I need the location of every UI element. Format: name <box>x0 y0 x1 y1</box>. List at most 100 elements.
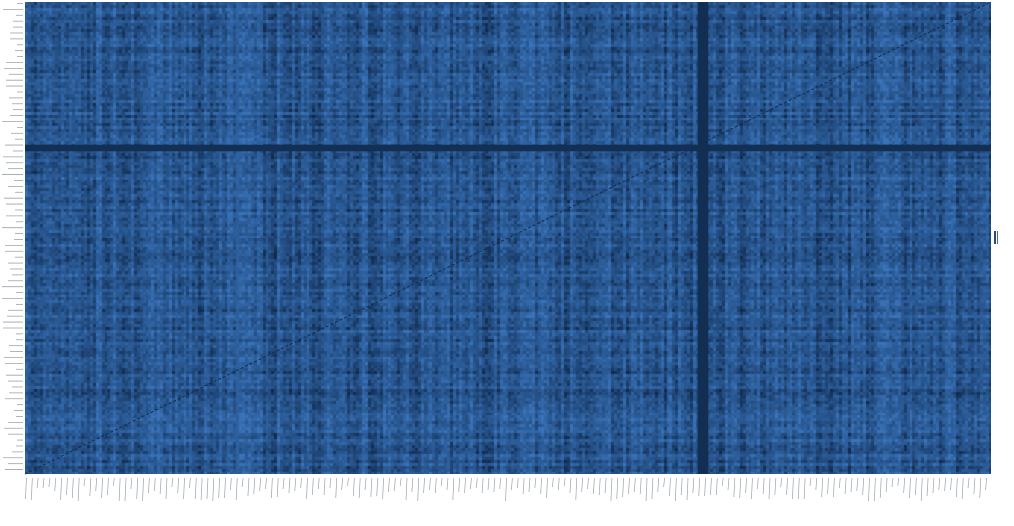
x-tick-label <box>862 477 865 496</box>
x-tick-label <box>762 477 765 495</box>
diagonal-mark <box>24 1 992 475</box>
x-tick-label <box>241 477 244 488</box>
x-tick-label <box>212 477 215 502</box>
x-tick-label <box>171 477 174 488</box>
x-tick-label <box>786 477 788 496</box>
x-tick-label <box>598 477 601 496</box>
x-tick-label <box>604 477 607 494</box>
x-tick-label <box>393 477 396 492</box>
highlight-bands <box>25 2 991 474</box>
x-tick-label <box>206 477 209 500</box>
x-tick-label <box>674 477 677 502</box>
x-tick-label <box>329 477 332 489</box>
x-tick-label <box>446 477 449 491</box>
x-tick-label <box>973 477 976 495</box>
x-tick-label <box>48 477 51 488</box>
x-tick-label <box>25 477 27 500</box>
x-tick-label <box>897 477 900 487</box>
x-tick-label <box>546 477 548 499</box>
x-tick-label <box>364 477 367 491</box>
x-tick-label <box>294 477 297 492</box>
x-tick-label <box>552 477 554 488</box>
x-tick-label <box>721 477 724 487</box>
x-tick-label <box>458 477 461 493</box>
x-tick-label <box>727 477 730 491</box>
x-tick-label <box>610 477 613 502</box>
diagonal-line <box>24 1 992 475</box>
x-tick-label <box>680 477 683 496</box>
x-tick-label <box>581 477 583 493</box>
x-tick-label <box>370 477 373 498</box>
x-tick-label <box>774 477 777 496</box>
x-tick-label <box>587 477 589 490</box>
x-tick-label <box>95 477 98 492</box>
x-tick-label <box>745 477 747 494</box>
x-tick-label <box>756 477 759 490</box>
x-tick-label <box>663 477 665 488</box>
x-tick-label <box>944 477 946 492</box>
x-tick-label <box>265 477 267 490</box>
x-tick-label <box>189 477 191 489</box>
x-tick-label <box>891 477 894 488</box>
x-tick-label <box>165 477 168 500</box>
x-tick-label <box>522 477 525 495</box>
x-tick-label <box>230 477 232 491</box>
x-tick-label <box>926 477 929 497</box>
x-tick-label <box>868 477 870 502</box>
x-tick-label <box>77 477 80 502</box>
x-tick-label <box>124 477 127 502</box>
x-tick-label <box>481 477 484 494</box>
x-tick-label <box>36 477 39 489</box>
x-tick-label <box>885 477 888 493</box>
x-tick-label <box>809 477 812 487</box>
x-tick-label <box>821 477 824 498</box>
dark-column-band <box>697 2 709 474</box>
x-tick-label <box>311 477 314 496</box>
x-tick-label <box>470 477 472 490</box>
x-tick-label <box>979 477 982 499</box>
x-tick-label <box>107 477 109 496</box>
x-tick-label <box>493 477 496 493</box>
x-tick-label <box>153 477 156 492</box>
x-tick-label <box>271 477 273 499</box>
x-tick-label <box>347 477 349 487</box>
x-tick-label <box>616 477 619 500</box>
x-tick-label <box>440 477 443 487</box>
x-tick-label <box>352 477 355 497</box>
x-tick-label <box>569 477 572 494</box>
x-tick-label <box>288 477 291 494</box>
x-tick-label <box>341 477 343 491</box>
x-tick-label <box>358 477 361 499</box>
x-tick-label <box>955 477 958 498</box>
x-tick-label <box>985 477 987 491</box>
x-tick-label <box>411 477 414 493</box>
x-tick-label <box>950 477 952 491</box>
x-tick-label <box>657 477 660 493</box>
x-tick-label <box>827 477 829 495</box>
x-tick-label <box>101 477 103 499</box>
x-tick-label <box>130 477 133 490</box>
x-tick-label <box>194 477 197 500</box>
x-tick-label <box>253 477 256 495</box>
x-tick-label <box>136 477 139 500</box>
x-tick-label <box>751 477 753 500</box>
colorbar-stub <box>994 231 999 244</box>
x-tick-label <box>429 477 431 491</box>
x-tick-label <box>563 477 566 487</box>
x-tick-label <box>247 477 250 497</box>
x-tick-label <box>423 477 425 494</box>
x-tick-label <box>235 477 238 501</box>
x-tick-label <box>317 477 320 490</box>
x-tick-label <box>30 477 33 501</box>
x-tick-label <box>89 477 92 497</box>
x-tick-label <box>177 477 180 494</box>
x-tick-label <box>534 477 537 489</box>
x-tick-label <box>388 477 390 493</box>
x-tick-label <box>276 477 279 498</box>
x-tick-label <box>645 477 648 502</box>
x-axis-tick-labels <box>25 477 987 502</box>
x-tick-label <box>464 477 466 494</box>
x-tick-label <box>967 477 970 489</box>
